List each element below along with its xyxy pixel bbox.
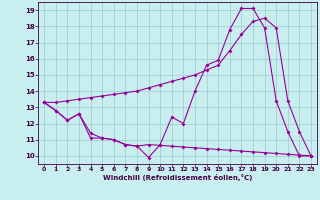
X-axis label: Windchill (Refroidissement éolien,°C): Windchill (Refroidissement éolien,°C) — [103, 174, 252, 181]
